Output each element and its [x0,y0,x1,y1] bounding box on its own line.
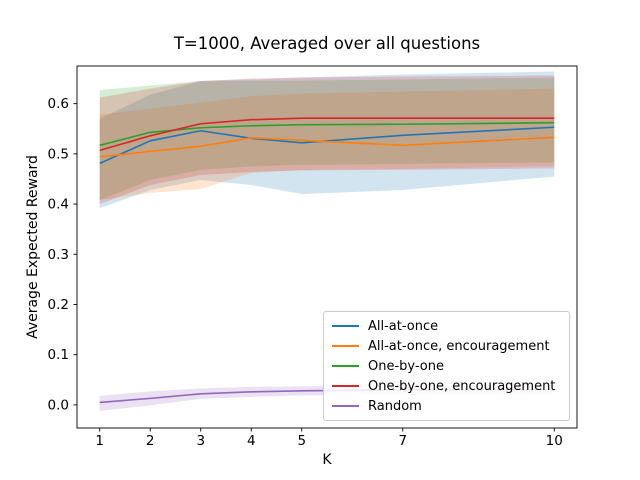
band-One-by-one [99,77,555,201]
legend-line-swatch [332,385,359,387]
line-One-by-one [99,121,555,147]
legend-line-swatch [332,325,359,327]
legend-label: One-by-one, encouragement [368,378,556,394]
x-tick-label: 5 [297,433,306,449]
band-All-at-once, encouragement [99,88,555,201]
x-tick-label: 3 [196,433,205,449]
y-tick-label: 0.2 [48,297,69,313]
legend-line-swatch [332,345,359,347]
line-One-by-one, encouragement [99,117,555,152]
legend-item: One-by-one [332,360,561,373]
legend-item: All-at-once [332,320,561,333]
legend-item: All-at-once, encouragement [332,340,561,353]
band-All-at-once [99,71,555,209]
y-tick-label: 0.0 [48,397,69,413]
y-tick-label: 0.1 [48,347,69,363]
band-One-by-one, encouragement [99,75,555,205]
legend-line-swatch [332,405,359,407]
y-tick-label: 0.5 [48,146,69,162]
x-tick-label: 10 [546,433,563,449]
x-tick-label: 4 [247,433,256,449]
y-tick-label: 0.3 [48,247,69,263]
legend-item: Random [332,400,561,413]
y-tick-label: 0.6 [48,96,69,112]
y-axis-label: Average Expected Reward [25,155,41,339]
chart-title: T=1000, Averaged over all questions [173,34,481,53]
x-axis-label: K [322,452,332,468]
x-tick-label: 1 [95,433,104,449]
line-All-at-once, encouragement [99,136,555,158]
legend-label: All-at-once, encouragement [368,338,550,354]
legend-label: All-at-once [368,318,439,334]
legend-label: One-by-one [368,358,445,374]
axes-frame [76,65,578,429]
legend-label: Random [368,398,422,414]
x-tick-label: 2 [146,433,155,449]
y-tick-label: 0.4 [48,197,69,213]
legend-item: One-by-one, encouragement [332,380,561,393]
legend: All-at-once All-at-once, encouragement O… [323,311,570,421]
x-tick-label: 7 [398,433,407,449]
legend-line-swatch [332,365,359,367]
